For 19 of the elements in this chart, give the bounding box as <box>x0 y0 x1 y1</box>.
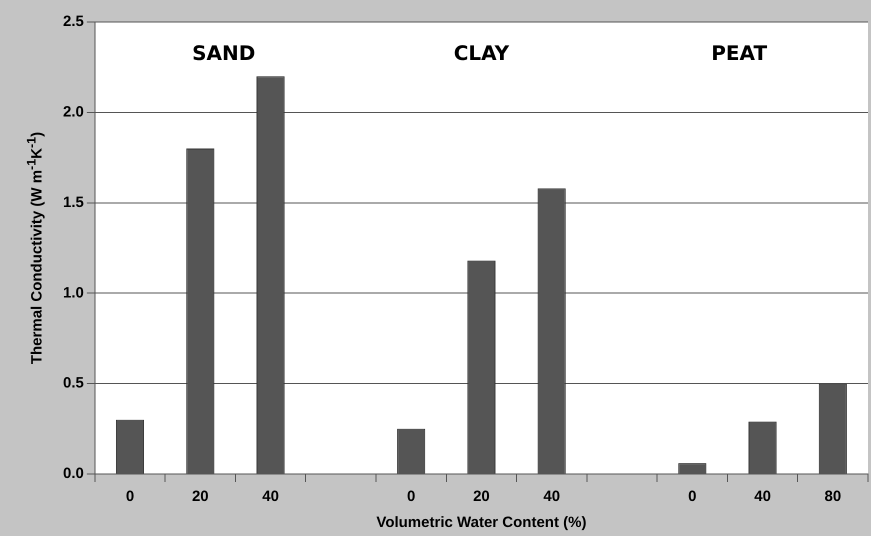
x-tick-label: 20 <box>192 488 209 506</box>
x-tick-label: 0 <box>688 488 696 506</box>
annotation: PEAT <box>711 41 768 66</box>
x-tick-label: 0 <box>126 488 134 506</box>
x-axis-title: Volumetric Water Content (%) <box>376 514 586 532</box>
y-tick-label: 2.5 <box>62 13 84 30</box>
annotation: SAND <box>192 41 256 66</box>
x-tick-label: 40 <box>543 488 560 506</box>
annotation: CLAY <box>454 41 510 66</box>
y-tick-label: 0.5 <box>62 374 84 392</box>
x-tick-label: 40 <box>262 488 279 506</box>
x-tick-label: 80 <box>824 488 842 506</box>
x-tick-label: 40 <box>754 488 771 506</box>
y-tick-label: 1.0 <box>62 284 84 302</box>
x-tick-label: 20 <box>473 488 490 506</box>
y-tick-label: 1.5 <box>62 194 84 211</box>
y-tick-label: 0.0 <box>62 465 84 482</box>
x-tick-label: 0 <box>406 488 416 506</box>
y-tick-label: 2.0 <box>62 104 84 121</box>
